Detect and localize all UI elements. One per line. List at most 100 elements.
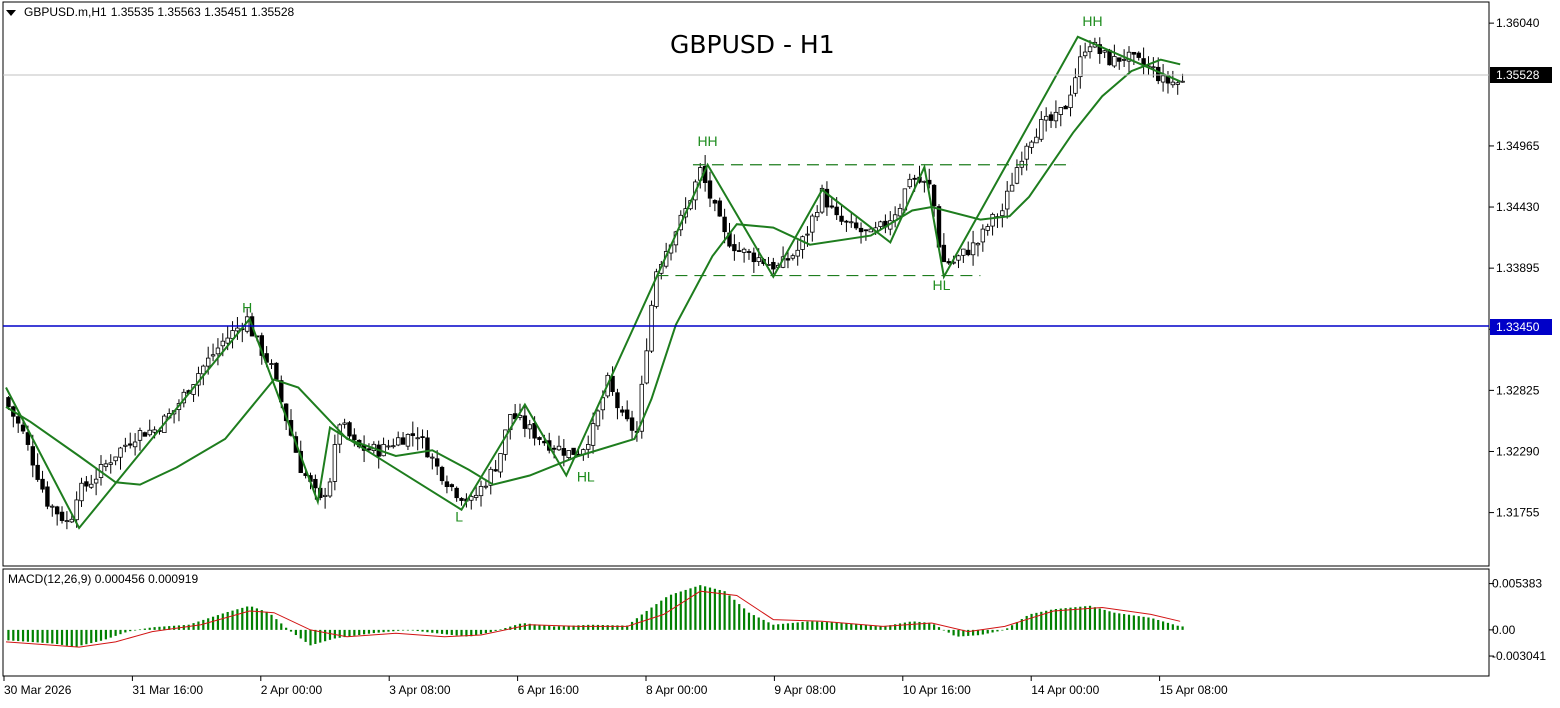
macd-histogram-bar <box>1088 605 1092 630</box>
candle-body <box>454 487 459 499</box>
macd-histogram-bar <box>713 588 716 630</box>
macd-histogram-bar <box>523 623 526 630</box>
macd-histogram-bar <box>377 629 380 633</box>
macd-histogram-bar <box>460 629 463 636</box>
current-price-tag: 1.35528 <box>1496 68 1540 82</box>
macd-histogram-bar <box>1152 618 1155 630</box>
candle-body <box>566 450 571 459</box>
macd-histogram-bar <box>747 612 751 630</box>
y-tick-label: 1.34965 <box>1496 139 1540 153</box>
macd-histogram-bar <box>1006 628 1009 630</box>
candle-body <box>590 423 596 446</box>
macd-histogram-bar <box>801 621 804 630</box>
macd-histogram-bar <box>1166 622 1170 630</box>
candle-body <box>751 252 757 263</box>
candle-body <box>64 520 70 523</box>
time-axis: 30 Mar 2026 31 Mar 16:00 2 Apr 00:00 3 Apr … <box>3 676 1228 697</box>
macd-histogram-bar <box>270 614 273 630</box>
candle-body <box>1117 57 1122 62</box>
macd-histogram-bar <box>757 617 760 630</box>
candle-body <box>746 251 752 253</box>
macd-histogram-bar <box>957 629 960 637</box>
macd-histogram-bar <box>996 629 999 632</box>
macd-histogram-bar <box>12 629 15 641</box>
macd-histogram-bar <box>241 607 244 630</box>
macd-histogram-bar <box>60 629 64 645</box>
macd-histogram-bar <box>889 625 892 630</box>
macd-histogram-bar <box>1069 607 1072 630</box>
macd-histogram-bar <box>548 625 551 630</box>
macd-histogram-bar <box>1103 609 1106 630</box>
candle-body <box>966 249 971 256</box>
candle-body <box>449 484 454 488</box>
candle-body <box>386 445 391 448</box>
macd-histogram-bar <box>362 629 366 635</box>
macd-histogram-bar <box>1176 625 1179 630</box>
dropdown-arrow-icon[interactable] <box>6 9 16 16</box>
candle-body <box>907 178 912 188</box>
candle-body <box>89 483 94 488</box>
macd-histogram-bar <box>99 629 103 641</box>
x-tick-label: 31 Mar 16:00 <box>132 683 203 697</box>
macd-histogram-bar <box>158 626 161 630</box>
swing-label: H <box>242 300 252 316</box>
candle-body <box>551 447 557 450</box>
candle-body <box>50 505 55 508</box>
macd-histogram-bar <box>1084 606 1087 630</box>
candle-body <box>717 200 722 217</box>
macd-histogram-bar <box>1098 608 1101 630</box>
macd-histogram-bar <box>172 625 176 630</box>
macd-histogram-bar <box>611 625 614 630</box>
candle-body <box>59 511 65 521</box>
macd-histogram-bar <box>752 615 755 630</box>
moving-average-line <box>5 58 1181 486</box>
macd-histogram-bar <box>470 629 473 637</box>
macd-histogram-bar <box>704 586 707 630</box>
macd-histogram-bar <box>616 625 619 630</box>
macd-histogram-bar <box>621 625 624 630</box>
candle-body <box>790 255 796 259</box>
macd-histogram-bar <box>387 629 390 632</box>
candle-body <box>498 453 503 473</box>
macd-histogram-bar <box>114 629 117 636</box>
candle-body <box>45 486 50 507</box>
candle-body <box>118 447 123 458</box>
macd-histogram-bar <box>143 628 146 630</box>
candle-body <box>756 257 761 262</box>
macd-histogram-bar <box>850 623 853 630</box>
candle-layer <box>6 37 1185 530</box>
candle-body <box>1112 56 1117 67</box>
candle-body <box>819 187 825 213</box>
candle-body <box>79 482 84 502</box>
macd-histogram-bar <box>104 629 107 640</box>
macd-histogram-bar <box>553 626 556 630</box>
macd-histogram-bar <box>971 629 975 636</box>
x-tick-label: 15 Apr 08:00 <box>1160 683 1228 697</box>
macd-histogram-bar <box>397 629 400 631</box>
zigzag-line <box>5 35 1181 530</box>
candle-body <box>84 481 89 487</box>
macd-histogram-bar <box>372 629 375 634</box>
macd-histogram-bar <box>36 629 39 643</box>
macd-histogram-bar <box>1108 611 1111 630</box>
macd-histogram-bar <box>436 629 439 634</box>
macd-histogram-bar <box>338 629 341 638</box>
chart-title: GBPUSD - H1 <box>670 30 835 59</box>
candle-body <box>103 463 109 468</box>
candle-body <box>1087 46 1093 53</box>
candle-body <box>1121 58 1127 61</box>
candle-body <box>415 437 420 440</box>
macd-histogram-bar <box>138 629 142 631</box>
candle-body <box>537 437 542 440</box>
candle-body <box>20 424 26 432</box>
macd-histogram-bar <box>187 624 190 630</box>
candle-body <box>522 415 528 429</box>
candle-body <box>1024 145 1029 160</box>
macd-histogram-bar <box>864 624 868 630</box>
macd-tick-label: -0.003041 <box>1492 649 1546 663</box>
macd-histogram-bar <box>1040 611 1043 630</box>
macd-histogram-bar <box>767 622 770 630</box>
candle-body <box>556 445 562 451</box>
candle-body <box>400 437 406 445</box>
